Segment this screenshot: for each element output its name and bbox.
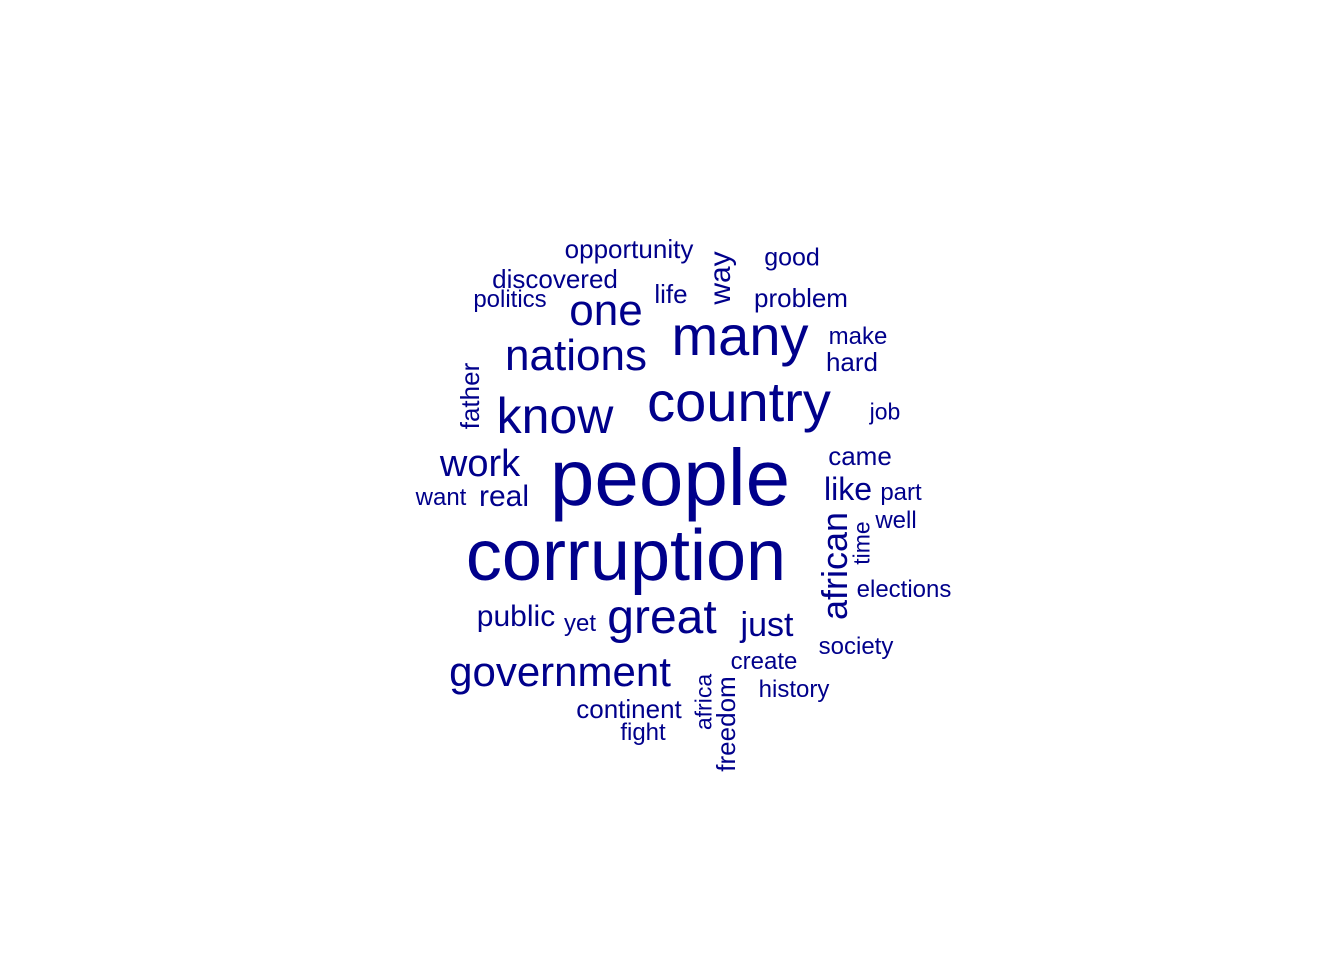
word-create: create (730, 648, 798, 675)
word-know: know (496, 388, 614, 444)
word-africa: africa (690, 673, 717, 731)
word-elections: elections (856, 576, 952, 603)
word-well: well (875, 507, 917, 534)
word-freedom: freedom (711, 676, 741, 772)
word-make: make (828, 323, 888, 350)
word-nations: nations (505, 331, 647, 380)
word-country: country (647, 370, 831, 433)
word-part: part (880, 479, 922, 506)
word-public: public (476, 600, 556, 633)
word-just: just (740, 606, 794, 644)
word-time: time (848, 521, 875, 565)
word-yet: yet (563, 610, 597, 637)
word-government: government (449, 648, 671, 695)
word-fight: fight (620, 719, 666, 746)
word-problem: problem (754, 283, 848, 313)
word-way: way (704, 251, 737, 305)
word-corruption: corruption (465, 516, 787, 596)
word-politics: politics (473, 286, 547, 313)
word-great: great (607, 591, 717, 644)
word-real: real (478, 480, 530, 513)
word-want: want (415, 484, 467, 511)
word-history: history (758, 676, 830, 703)
word-came: came (828, 441, 892, 471)
word-hard: hard (825, 347, 879, 377)
word-people: people (549, 433, 791, 522)
word-discovered: discovered (492, 264, 618, 294)
word-many: many (671, 304, 809, 367)
word-father: father (455, 362, 485, 430)
word-opportunity: opportunity (564, 234, 694, 264)
word-good: good (764, 243, 820, 272)
word-continent: continent (576, 694, 682, 724)
word-work: work (439, 443, 521, 485)
word-job: job (869, 398, 901, 425)
word-life: life (654, 279, 688, 309)
word-one: one (569, 286, 643, 335)
word-like: like (823, 471, 873, 507)
word-society: society (818, 633, 894, 660)
